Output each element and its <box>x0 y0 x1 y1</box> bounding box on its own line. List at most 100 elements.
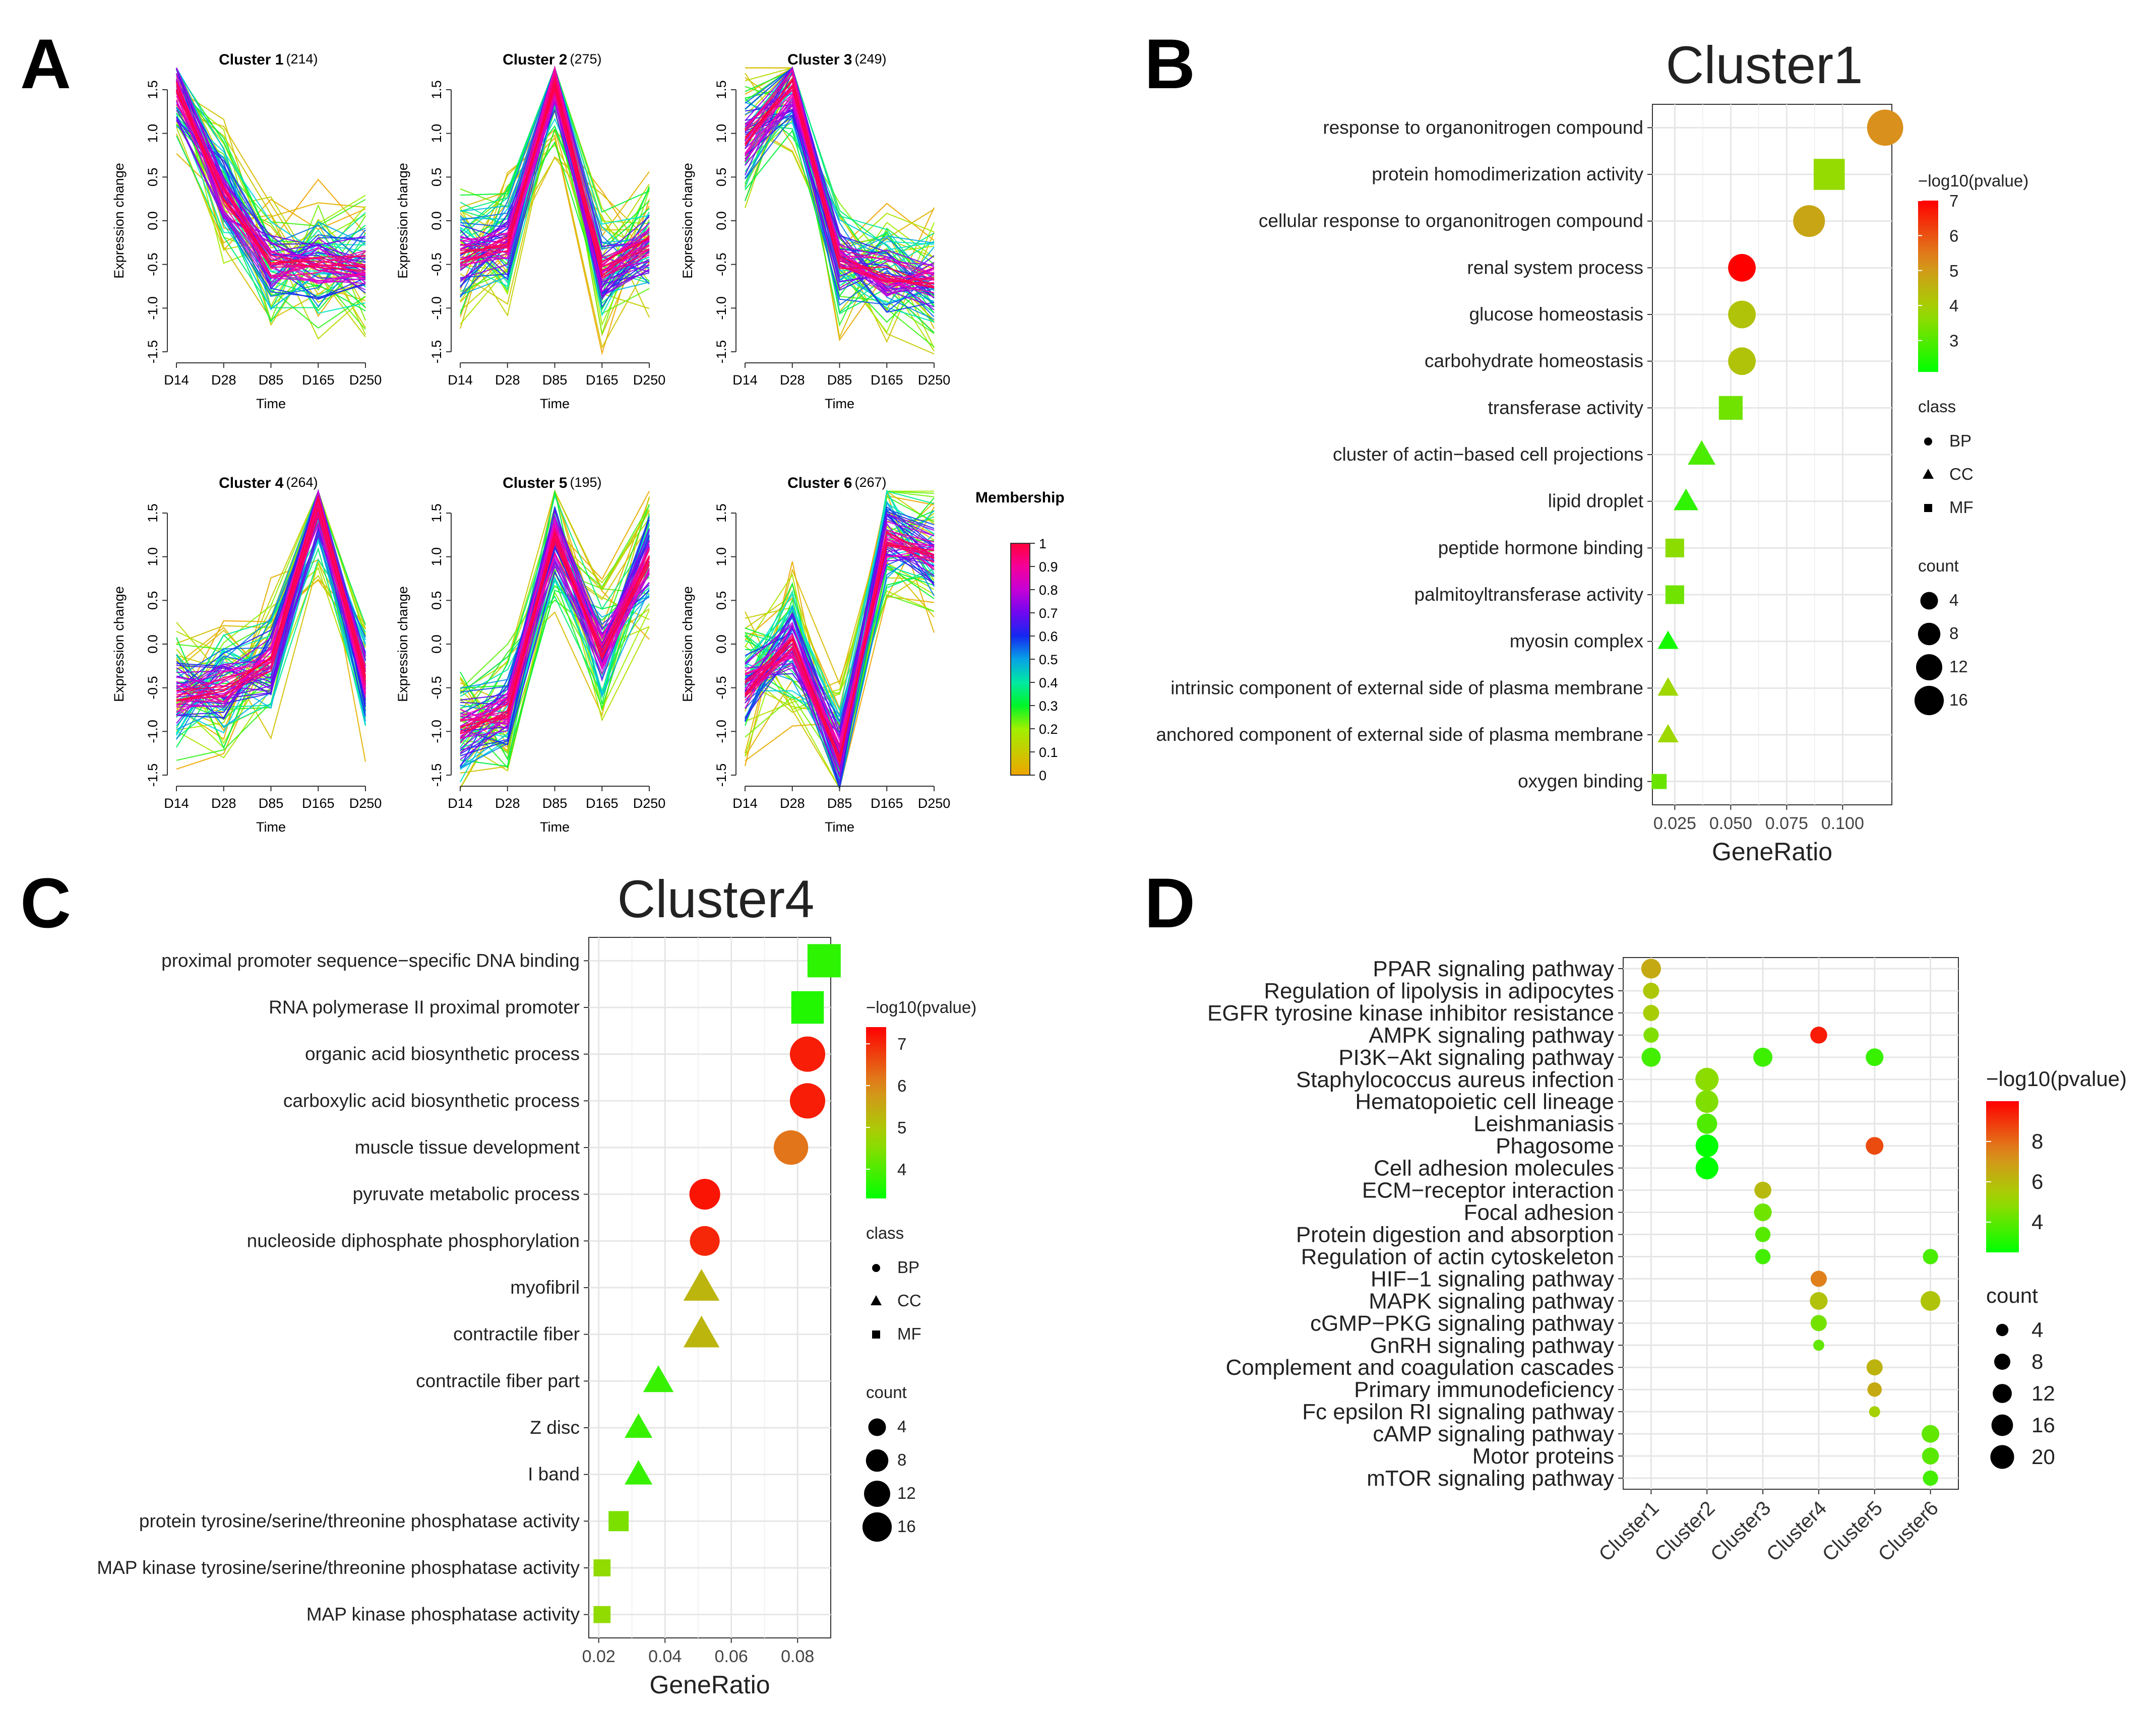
y-tick-label: -1.0 <box>429 296 444 320</box>
size-legend-dot <box>866 1449 889 1472</box>
y-tick-label: -1.5 <box>145 340 160 364</box>
x-tick-label: 0.050 <box>1709 814 1752 833</box>
cluster-count: (275) <box>570 51 602 67</box>
size-legend-dot <box>1990 1445 2014 1469</box>
y-tick-label: -0.5 <box>145 676 160 700</box>
y-tick-label: -1.0 <box>714 296 729 320</box>
membership-tick-label: 0.8 <box>1039 583 1058 598</box>
term-label: contractile fiber part <box>416 1370 580 1391</box>
x-tick-label: 0.08 <box>781 1647 814 1666</box>
y-tick-label: -1.5 <box>429 340 444 364</box>
term-label: lipid droplet <box>1548 491 1644 512</box>
pathway-label: HIF−1 signaling pathway <box>1371 1266 1614 1291</box>
pathway-label: Cell adhesion molecules <box>1374 1156 1614 1181</box>
expression-line <box>460 82 650 263</box>
dot-mf <box>1665 585 1684 604</box>
class-legend-label: MF <box>897 1324 921 1343</box>
pathway-dot <box>1695 1157 1718 1180</box>
pathway-dot <box>1923 1470 1938 1486</box>
membership-tick-label: 0.3 <box>1039 699 1058 714</box>
expression-line <box>176 513 366 701</box>
y-axis-title: Expression change <box>395 163 410 279</box>
size-legend-label: 20 <box>2031 1445 2055 1469</box>
y-tick-label: 1.5 <box>429 503 444 523</box>
expression-line <box>176 514 366 707</box>
membership-tick-label: 1 <box>1039 536 1046 551</box>
pathway-dot <box>1643 982 1659 999</box>
expression-line <box>176 575 366 679</box>
class-legend-symbol-cc <box>1923 469 1934 479</box>
y-tick-label: 0.0 <box>145 635 160 654</box>
pathway-dot <box>1755 1249 1771 1264</box>
dot-mf <box>1651 774 1667 789</box>
dot-mf <box>593 1606 611 1623</box>
y-tick-label: 0.5 <box>429 168 444 187</box>
x-tick-label: D250 <box>918 372 951 388</box>
size-legend-dot <box>1914 685 1944 716</box>
size-legend-label: 4 <box>2031 1318 2043 1342</box>
pathway-label: Complement and coagulation cascades <box>1226 1355 1614 1380</box>
expression-line <box>460 564 650 696</box>
pathway-dot <box>1810 1027 1827 1044</box>
pathway-label: PPAR signaling pathway <box>1373 957 1614 981</box>
term-label: oxygen binding <box>1518 771 1643 792</box>
size-legend-label: 4 <box>897 1417 906 1436</box>
y-tick-label: -0.5 <box>145 252 160 276</box>
expression-line <box>175 90 366 271</box>
class-legend-title: class <box>866 1224 904 1242</box>
x-tick-label: D14 <box>164 372 189 388</box>
cluster-subplot: Cluster 6 (267) -1.5 -1.0 -0.5 0.0 0.5 1.0 1.5 D1… <box>680 475 950 835</box>
expression-line <box>460 70 650 270</box>
term-label: palmitoyltransferase activity <box>1414 584 1644 605</box>
dot-bp <box>1728 300 1756 329</box>
dot-bp <box>789 1083 826 1119</box>
color-legend-bar <box>866 1027 886 1198</box>
y-tick-label: 1.0 <box>145 547 160 566</box>
x-tick-label: D250 <box>349 796 382 811</box>
dot-bp <box>1793 205 1825 237</box>
y-tick-label: 0.5 <box>714 591 729 610</box>
cluster-subplot: Cluster 1 (214) -1.5 -1.0 -0.5 0.0 0.5 1.0 1.5 D1… <box>111 51 382 411</box>
size-legend-label: 8 <box>2031 1350 2043 1373</box>
pathway-dot <box>1810 1271 1827 1287</box>
dot-cc <box>625 1460 653 1485</box>
pathway-dot <box>1810 1315 1827 1331</box>
y-tick-label: -1.0 <box>714 720 729 743</box>
x-tick-label: D28 <box>211 372 236 388</box>
expression-line <box>745 545 935 723</box>
color-legend-label: 5 <box>1949 262 1958 280</box>
color-legend-label: 6 <box>1949 226 1958 245</box>
panel-b-go-dotplot: 0.025 0.050 0.075 0.100 response to organoni… <box>1156 36 2028 866</box>
pathway-label: cAMP signaling pathway <box>1373 1422 1614 1446</box>
dot-mf <box>593 1559 611 1576</box>
x-tick-label: D165 <box>302 796 335 811</box>
cluster-count: (264) <box>286 475 318 490</box>
size-legend-dot <box>1996 1323 2009 1337</box>
pathway-dot <box>1695 1134 1718 1158</box>
size-legend-title: count <box>1918 556 1959 575</box>
y-axis-title: Expression change <box>680 586 695 702</box>
expression-line <box>745 69 935 323</box>
y-tick-label: 0.0 <box>714 635 729 654</box>
y-tick-label: 1.5 <box>429 80 444 99</box>
expression-line <box>745 86 935 287</box>
pathway-dot <box>1695 1067 1719 1091</box>
term-label: pyruvate metabolic process <box>353 1184 580 1204</box>
size-legend-title: count <box>866 1383 907 1402</box>
color-legend-label: 6 <box>2031 1170 2043 1193</box>
expression-line <box>745 513 935 748</box>
expression-line <box>176 500 366 692</box>
cluster-title: Cluster 1 <box>219 51 283 68</box>
panel-title: Cluster4 <box>618 870 815 929</box>
x-tick-label: D28 <box>780 372 805 388</box>
panel-label-b: B <box>1144 24 1195 103</box>
y-tick-label: 0.5 <box>429 591 444 610</box>
term-label: muscle tissue development <box>355 1137 580 1158</box>
x-tick-label: D165 <box>871 796 903 811</box>
pathway-dot <box>1695 1090 1718 1113</box>
pathway-label: mTOR signaling pathway <box>1367 1466 1614 1491</box>
y-axis-title: Expression change <box>111 163 127 279</box>
expression-line <box>745 553 935 735</box>
pathway-label: AMPK signaling pathway <box>1369 1023 1614 1048</box>
